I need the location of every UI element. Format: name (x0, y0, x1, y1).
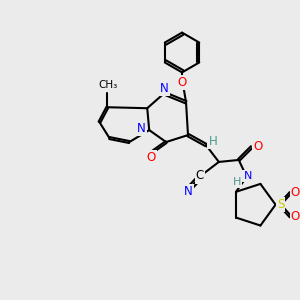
Text: O: O (291, 210, 300, 223)
Text: O: O (177, 76, 187, 89)
Text: N: N (184, 185, 192, 198)
Text: O: O (291, 186, 300, 199)
Text: S: S (277, 198, 284, 211)
Text: H: H (232, 177, 241, 187)
Text: H: H (208, 134, 217, 148)
Text: N: N (160, 82, 169, 95)
Text: N: N (137, 122, 146, 135)
Text: O: O (253, 140, 262, 152)
Text: C: C (196, 169, 204, 182)
Text: N: N (244, 171, 252, 181)
Text: O: O (147, 152, 156, 164)
Text: CH₃: CH₃ (99, 80, 118, 90)
